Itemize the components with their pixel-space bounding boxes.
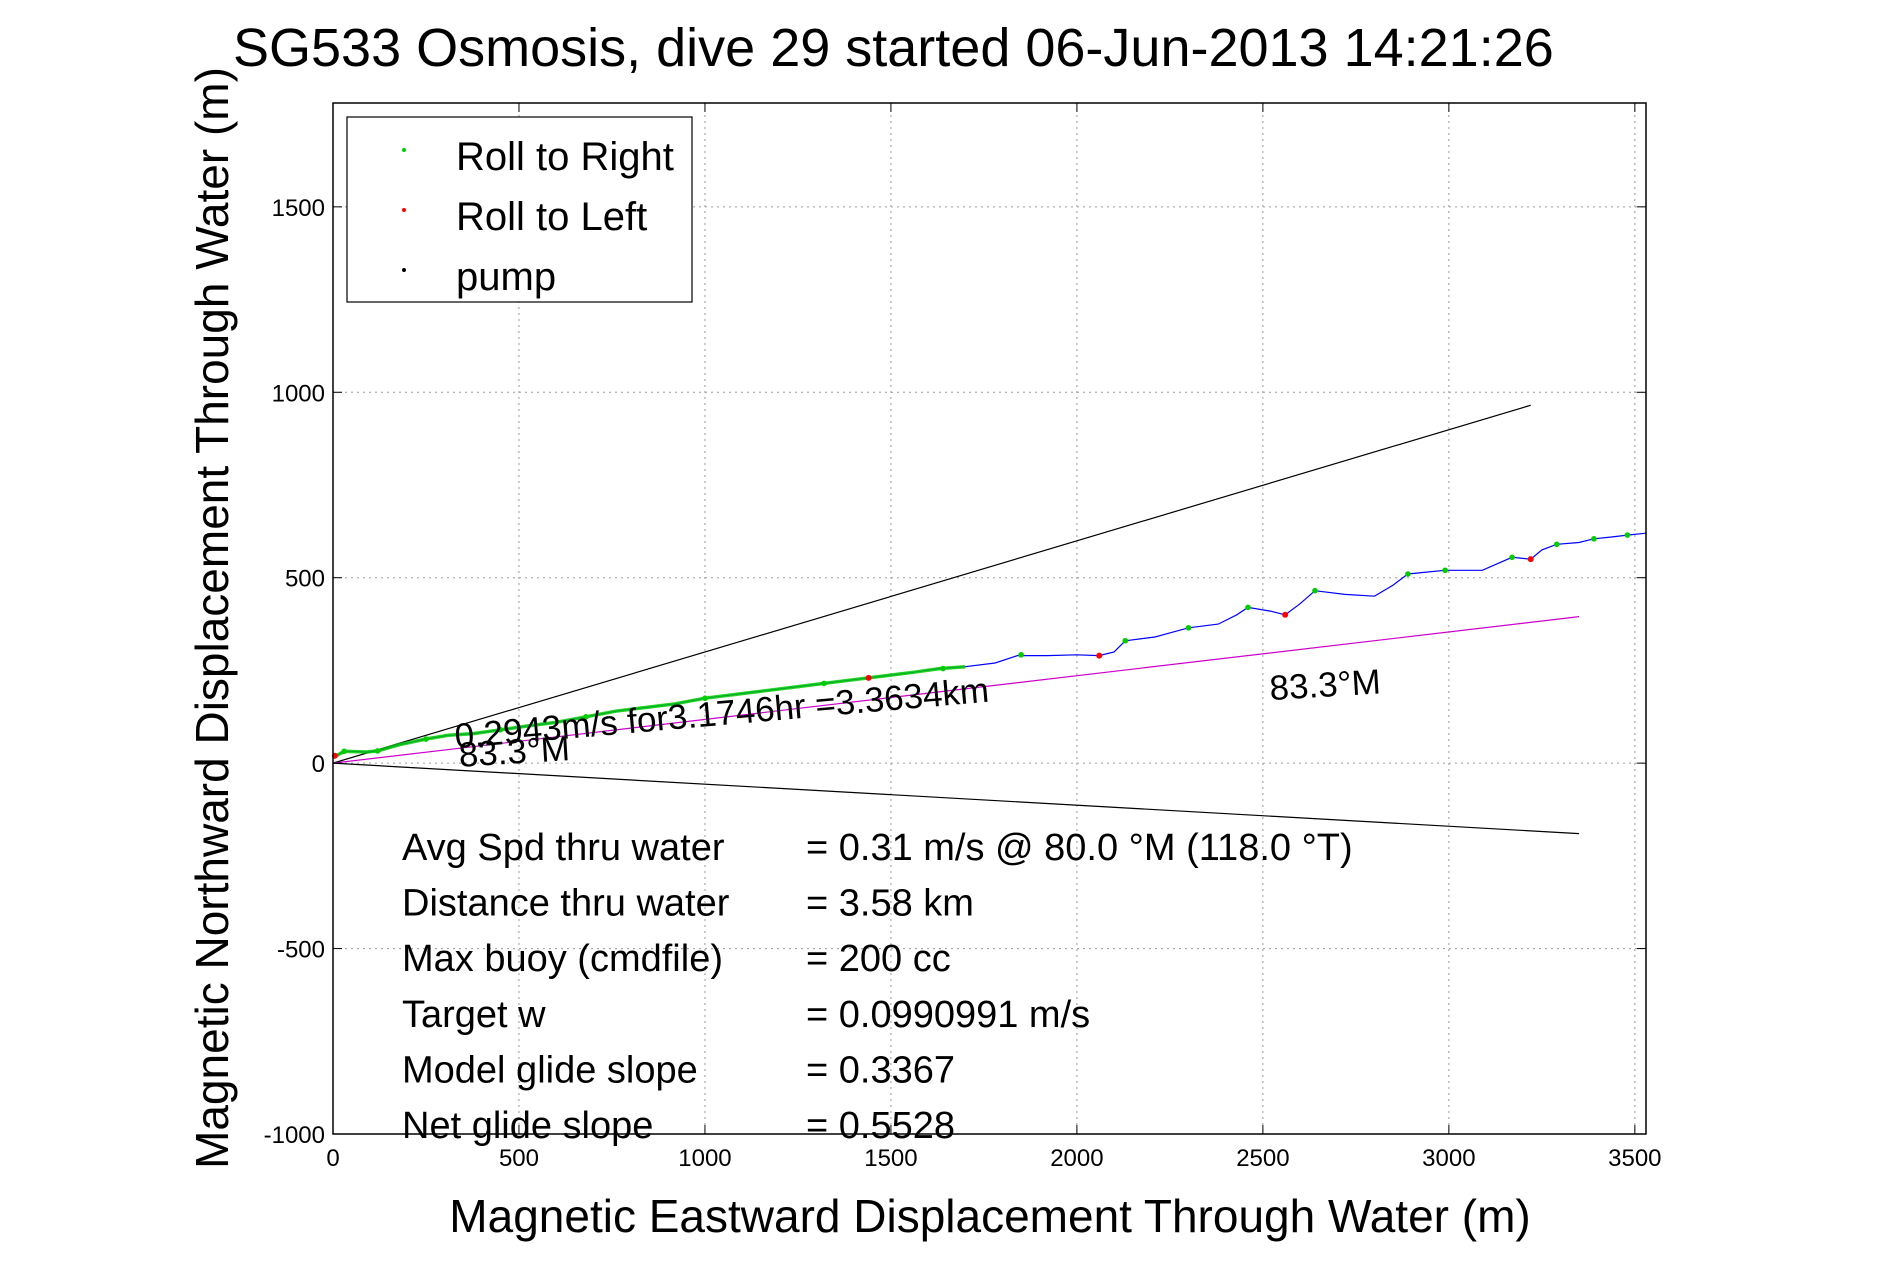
roll-right-point [374,748,381,754]
roll-right-point [1553,541,1560,548]
x-tick-label: 2000 [1050,1145,1103,1172]
stat-label: Avg Spd thru water [402,827,725,869]
y-tick-label: 500 [285,566,325,593]
roll-right-point [1624,532,1631,538]
legend-label-roll-right: Roll to Right [456,135,674,179]
stat-value: = 3.58 km [806,883,974,925]
stat-label: Distance thru water [402,883,730,925]
grid-layer [333,103,1646,1134]
roll-right-point [821,680,827,687]
y-tick-label: 0 [312,751,325,778]
roll-right-point [583,713,589,720]
y-tick-label: 1000 [272,380,325,407]
stat-label: Net glide slope [402,1105,653,1147]
stat-value: = 0.0990991 m/s [806,994,1090,1036]
roll-right-point [497,726,504,733]
heading-reference-line [332,404,1531,764]
roll-left-point [865,674,872,681]
stat-value: = 0.31 m/s @ 80.0 °M (118.0 °T) [806,827,1353,869]
stat-value: = 0.5528 [806,1105,955,1147]
points-layer [331,532,1631,759]
roll-left-point [1282,611,1289,618]
roll-left-point [1096,652,1103,659]
x-tick-label: 3000 [1422,1145,1475,1172]
heading-reference-line [332,616,1580,764]
stats-panel: Avg Spd thru water = 0.31 m/s @ 80.0 °M (… [402,827,1353,1147]
legend-label-pump: pump [456,255,556,299]
y-axis-label: Magnetic Northward Displacement Through … [186,67,238,1169]
roll-right-point [1591,535,1597,542]
roll-right-point [940,665,946,672]
roll-right-dense-segment [332,664,966,760]
series-layer [332,532,1647,760]
roll-right-point [1442,567,1448,574]
x-tick-label: 1000 [678,1145,731,1172]
stat-value: = 0.3367 [806,1049,955,1091]
tick-layer: 0 500 1000 1500 2000 2500 3000 3500 -1000 -500 0 50… [264,103,1662,1172]
legend-marker-roll-left [402,208,406,212]
heading-reference-line [332,762,1580,835]
x-tick-label: 3500 [1608,1145,1661,1172]
legend-label-roll-left: Roll to Left [456,195,647,239]
roll-right-point [1405,571,1411,577]
roll-right-point [1312,587,1318,594]
roll-left-point [1527,556,1534,563]
annotation-label: 83.3°M [1268,662,1381,708]
legend-marker-pump [402,268,406,272]
x-tick-label: 2500 [1236,1145,1289,1172]
roll-right-point [1509,554,1515,561]
legend-marker-roll-right [402,148,406,152]
legend: Roll to Right Roll to Left pump [346,116,693,303]
annotation-label: 83.3°M [458,729,571,775]
stat-label: Max buoy (cmdfile) [402,938,723,980]
x-tick-label: 1500 [864,1145,917,1172]
plot-frame [332,102,1647,1135]
roll-right-point [702,695,708,702]
stat-label: Model glide slope [402,1049,698,1091]
stat-label: Target w [402,994,546,1036]
roll-right-point [341,748,347,755]
roll-right-point [1185,624,1192,631]
y-tick-label: 1500 [272,195,325,222]
y-tick-label: -1000 [264,1122,325,1149]
y-tick-label: -500 [277,937,325,964]
stat-value: = 200 cc [806,938,951,980]
reference-lines [332,404,1580,835]
roll-right-point [1122,637,1129,644]
x-tick-label: 0 [326,1145,339,1172]
x-axis-label: Magnetic Eastward Displacement Through W… [449,1190,1530,1242]
chart-title: SG533 Osmosis, dive 29 started 06-Jun-20… [233,18,1554,78]
roll-right-point [1245,604,1251,611]
x-tick-label: 500 [499,1145,539,1172]
roll-right-point [423,736,429,742]
roll-right-point [1018,652,1024,658]
